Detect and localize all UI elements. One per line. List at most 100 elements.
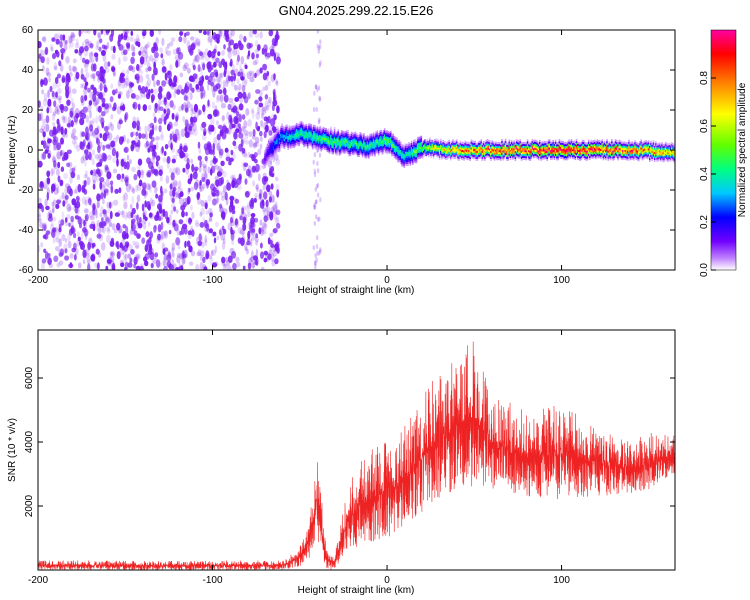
heatmap-cell (111, 53, 116, 60)
heatmap-cell (178, 193, 181, 200)
heatmap-cell (201, 91, 204, 98)
heatmap-cell (415, 161, 418, 164)
heatmap-cell (160, 234, 164, 241)
heatmap-cell (192, 75, 196, 84)
heatmap-cell (129, 36, 134, 42)
heatmap-cell (314, 125, 316, 128)
heatmap-cell (170, 142, 173, 151)
heatmap-cell (70, 97, 74, 105)
heatmap-cell (122, 224, 127, 229)
heatmap-cell (333, 127, 336, 130)
heatmap-cell (263, 215, 268, 223)
heatmap-cell (107, 142, 111, 151)
heatmap-cell (248, 139, 253, 148)
heatmap-cell (188, 174, 192, 183)
heatmap-cell (586, 158, 589, 161)
heatmap-cell (84, 59, 90, 65)
heatmap-cell (96, 201, 100, 209)
heatmap-cell (316, 192, 320, 198)
heatmap-cell (235, 111, 240, 117)
heatmap-cell (92, 72, 96, 80)
heatmap-cell (95, 45, 99, 51)
heatmap-cell (214, 158, 218, 163)
heatmap-cell (88, 211, 94, 219)
heatmap-cell (46, 177, 51, 185)
heatmap-cell (302, 122, 304, 125)
heatmap-cell (144, 132, 148, 141)
heatmap-cell (95, 102, 99, 108)
heatmap-cell (130, 30, 134, 36)
heatmap-cell (125, 178, 129, 187)
heatmap-cell (217, 51, 221, 57)
heatmap-cell (114, 212, 120, 217)
heatmap-cell (122, 30, 128, 36)
heatmap-cell (227, 103, 232, 111)
heatmap-cell (409, 163, 412, 166)
heatmap-cell (40, 153, 44, 160)
heatmap-cell (197, 64, 201, 72)
heatmap-cell (90, 169, 94, 176)
heatmap-cell (155, 155, 161, 162)
heatmap-cell (98, 141, 103, 149)
heatmap-cell (64, 220, 69, 227)
heatmap-cell (126, 233, 129, 239)
heatmap-cell (202, 216, 205, 224)
heatmap-cell (275, 176, 279, 182)
heatmap-cell (52, 199, 57, 206)
heatmap-cell (392, 133, 394, 136)
heatmap-cell (84, 45, 89, 52)
heatmap-cell (175, 166, 178, 174)
heatmap-cell (190, 186, 195, 192)
heatmap-cell (263, 131, 267, 139)
heatmap-cell (260, 136, 263, 142)
heatmap-cell (238, 113, 242, 123)
heatmap-cell (204, 48, 209, 56)
heatmap-cell (111, 66, 116, 72)
heatmap-cell (153, 46, 156, 53)
heatmap-cell (242, 163, 247, 172)
heatmap-cell (213, 69, 219, 75)
heatmap-cell (274, 206, 278, 215)
heatmap-cell (148, 131, 153, 140)
heatmap-cell (196, 251, 201, 257)
heatmap-cell (377, 153, 380, 156)
heatmap-cell (104, 211, 108, 217)
heatmap-cell (272, 228, 278, 234)
heatmap-cell (149, 122, 155, 129)
heatmap-cell (45, 205, 50, 211)
heatmap-cell (200, 124, 204, 132)
heatmap-cell (50, 187, 54, 194)
heatmap-cell (260, 120, 264, 128)
heatmap-cell (199, 76, 205, 83)
heatmap-cell (88, 197, 92, 206)
heatmap-cell (177, 47, 181, 56)
heatmap-cell (278, 147, 281, 151)
heatmap-cell (51, 201, 55, 207)
heatmap-cell (92, 149, 95, 156)
heatmap-cell (40, 261, 45, 270)
heatmap-cell (163, 265, 168, 270)
heatmap-cell (480, 139, 482, 142)
heatmap-cell (130, 144, 134, 152)
heatmap-cell (195, 264, 200, 270)
heatmap-cell (86, 196, 91, 201)
heatmap-cell (264, 84, 269, 91)
heatmap-cell (242, 79, 247, 88)
heatmap-cell (175, 113, 179, 120)
heatmap-cell (86, 258, 91, 265)
heatmap-cell (52, 121, 56, 128)
heatmap-cell (164, 230, 168, 239)
heatmap-cell (201, 183, 206, 190)
heatmap-cell (149, 246, 153, 253)
heatmap-cell (166, 254, 172, 262)
heatmap-cell (114, 188, 119, 194)
heatmap-cell (218, 148, 224, 156)
heatmap-cell (202, 106, 206, 115)
heatmap-cell (154, 106, 158, 114)
heatmap-cell (46, 136, 50, 145)
heatmap-cell (221, 50, 225, 56)
heatmap-cell (234, 198, 240, 204)
heatmap-cell (109, 222, 112, 227)
heatmap-cell (106, 208, 112, 214)
heatmap-cell (46, 57, 50, 65)
